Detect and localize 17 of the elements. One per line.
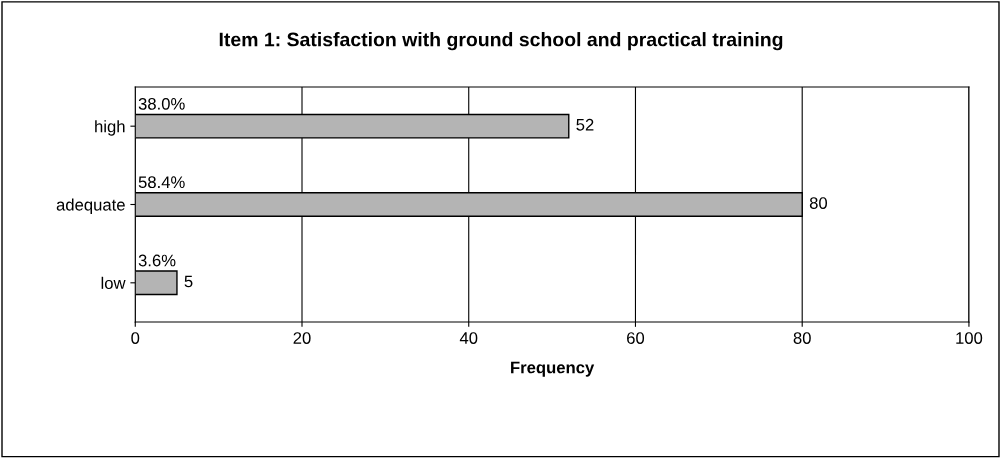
x-tick-label: 0 <box>131 332 140 344</box>
x-tick-label: 80 <box>793 332 811 344</box>
data-label: 52 <box>576 118 594 131</box>
x-tick-label: 60 <box>627 332 645 344</box>
x-tick-label: 100 <box>956 332 983 344</box>
annotation: 3.6% <box>138 254 176 267</box>
annotation: 38.0% <box>138 97 185 110</box>
annotation: 58.4% <box>138 176 185 189</box>
y-tick-label: low <box>101 276 126 290</box>
x-tick-label: 20 <box>293 332 311 344</box>
x-axis-title: Frequency <box>511 361 595 377</box>
y-tick-label: high <box>95 120 125 136</box>
x-tick-label: 40 <box>459 332 478 344</box>
data-label: 5 <box>184 275 193 288</box>
data-label: 80 <box>809 197 828 209</box>
chart-title: Item 1: Satisfaction with ground school and practical training <box>219 32 783 51</box>
y-tick-label: adequate <box>56 198 125 214</box>
